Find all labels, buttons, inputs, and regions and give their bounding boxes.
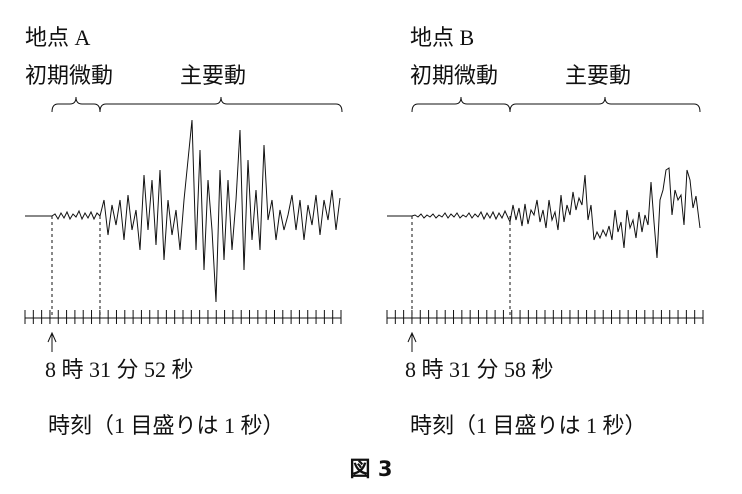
- brace: [99, 96, 343, 113]
- waveform: [25, 119, 341, 303]
- initial-label: 初期微動: [410, 63, 498, 88]
- brace: [51, 96, 101, 113]
- axis-label: 時刻（1 目盛りは 1 秒）: [410, 413, 647, 438]
- time-label: 8 時 31 分 52 秒: [45, 357, 194, 382]
- panel-b: 地点 B 初期微動 主要動 8 時 31 分 58 秒 時刻（1 目盛りは 1 …: [386, 25, 704, 438]
- brace: [411, 96, 511, 113]
- main-label: 主要動: [180, 63, 246, 88]
- arrow: [47, 331, 57, 352]
- panel-title: 地点 B: [410, 25, 474, 50]
- panel-a: 地点 A 初期微動 主要動 8 時 31 分 52 秒 時刻（1 目盛りは 1 …: [24, 25, 343, 438]
- panel-title: 地点 A: [25, 25, 91, 50]
- main-label: 主要動: [565, 63, 631, 88]
- waveform: [387, 167, 701, 259]
- caption: 図 3: [350, 457, 393, 481]
- axis-label: 時刻（1 目盛りは 1 秒）: [48, 413, 285, 438]
- brace: [509, 96, 701, 113]
- time-axis: [24, 310, 342, 324]
- initial-label: 初期微動: [25, 63, 113, 88]
- time-label: 8 時 31 分 58 秒: [405, 357, 554, 382]
- time-axis: [386, 310, 704, 324]
- arrow: [407, 331, 417, 352]
